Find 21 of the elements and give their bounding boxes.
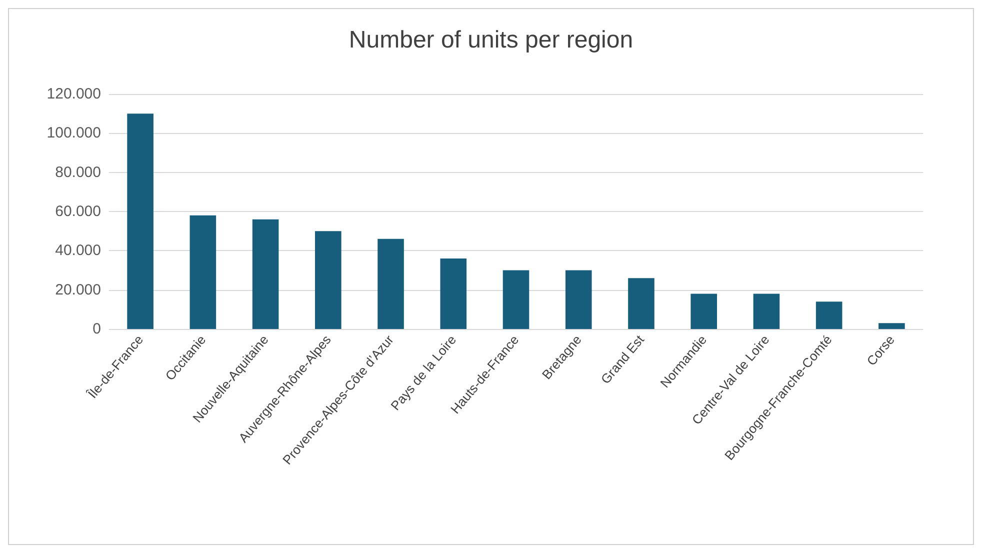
bar [502,270,530,329]
bar [878,323,905,329]
bar [252,219,279,329]
y-tick-label: 20.000 [55,281,101,298]
y-tick-label: 40.000 [55,242,101,260]
bar [127,114,154,329]
bar [440,258,467,329]
y-tick-label: 120.000 [46,86,101,102]
y-tick-label: 60.000 [55,203,101,220]
bar [565,270,592,329]
bar [190,215,216,329]
bar [816,302,842,329]
bar [315,231,342,329]
bar [628,278,654,329]
bar [690,294,717,329]
bar [753,294,780,329]
bar [378,238,404,329]
y-tick-label: 0 [92,320,101,338]
y-tick-label: 100.000 [46,124,101,142]
y-tick-label: 80.000 [55,164,101,181]
chart-title: Number of units per region [348,26,634,54]
